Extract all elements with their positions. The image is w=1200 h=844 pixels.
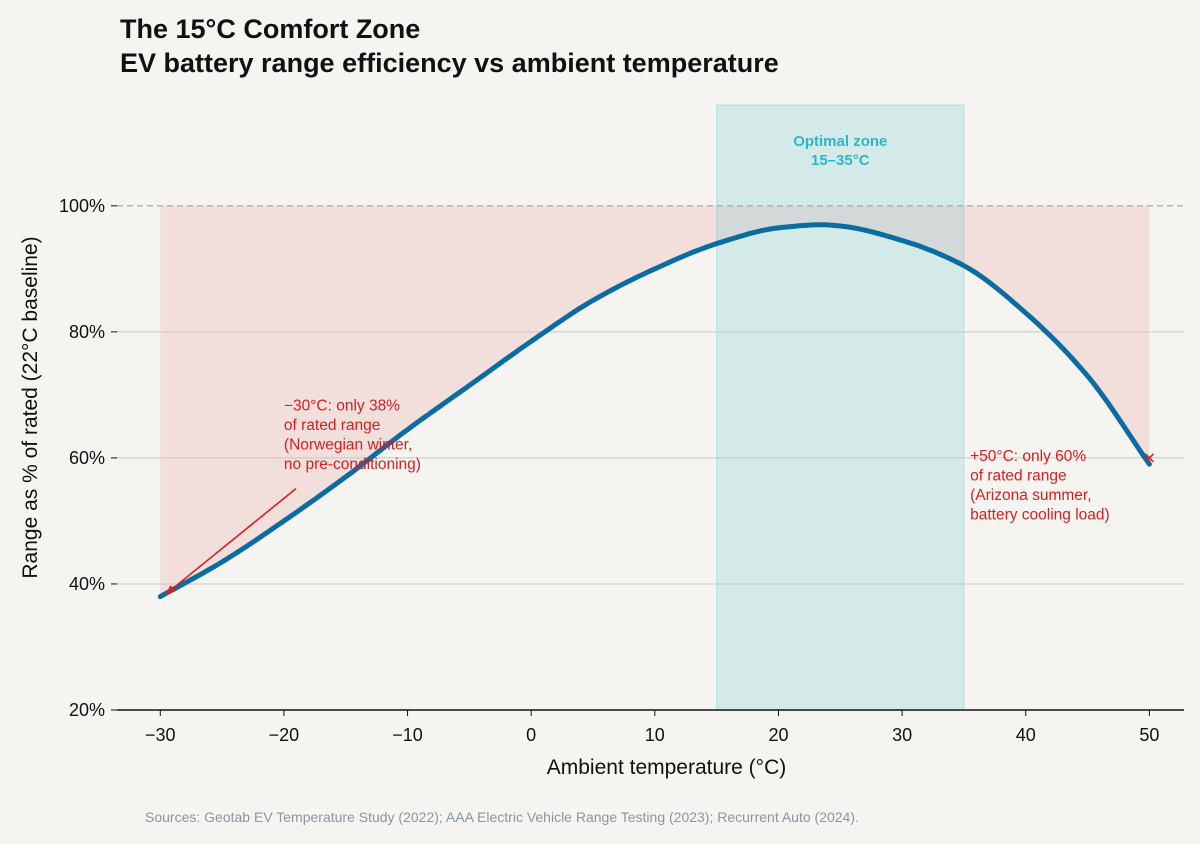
y-axis-label: Range as % of rated (22°C baseline) [19, 236, 42, 578]
source-note: Sources: Geotab EV Temperature Study (20… [145, 809, 859, 825]
chart-subtitle: EV battery range efficiency vs ambient t… [120, 48, 779, 78]
annotation-text-line: +50°C: only 60% [970, 448, 1086, 465]
annotation-text-line: no pre-conditioning) [284, 456, 421, 473]
x-tick-label: 0 [526, 725, 536, 745]
deficit-fill-area [160, 205, 1150, 597]
optimal-zone-band [716, 104, 965, 711]
chart-title: The 15°C Comfort Zone EV battery range e… [120, 12, 779, 80]
x-tick-label: −20 [269, 725, 300, 745]
x-tick-label: 10 [645, 725, 665, 745]
x-axis-label: Ambient temperature (°C) [547, 756, 786, 779]
y-tick-label: 20% [69, 700, 105, 720]
annotation-arrow [164, 488, 297, 596]
series-line [157, 222, 1152, 600]
annotation-text-line: of rated range [284, 417, 381, 434]
optimal-zone-label: Optimal zone [793, 133, 887, 150]
annotation-arrowhead [165, 585, 176, 595]
annotation-text-line: (Arizona summer, [970, 487, 1091, 504]
annotation-text-line: (Norwegian winter, [284, 437, 412, 454]
x-tick-label: −30 [145, 725, 176, 745]
y-tick-label: 100% [59, 196, 105, 216]
x-tick-label: 20 [768, 725, 788, 745]
y-tick-label: 40% [69, 574, 105, 594]
y-tick-label: 80% [69, 322, 105, 342]
x-tick-label: 40 [1016, 725, 1036, 745]
annotation-text-line: −30°C: only 38% [284, 398, 400, 415]
optimal-zone-range-label: 15–35°C [811, 152, 870, 169]
annotation-marker [1144, 453, 1154, 463]
x-tick-label: 50 [1139, 725, 1159, 745]
chart-title-line: The 15°C Comfort Zone [120, 14, 421, 44]
y-tick-label: 60% [69, 448, 105, 468]
x-tick-label: 30 [892, 725, 912, 745]
annotation-text-line: battery cooling load) [970, 507, 1110, 524]
annotation-text-line: of rated range [970, 468, 1067, 485]
x-tick-label: −10 [392, 725, 423, 745]
